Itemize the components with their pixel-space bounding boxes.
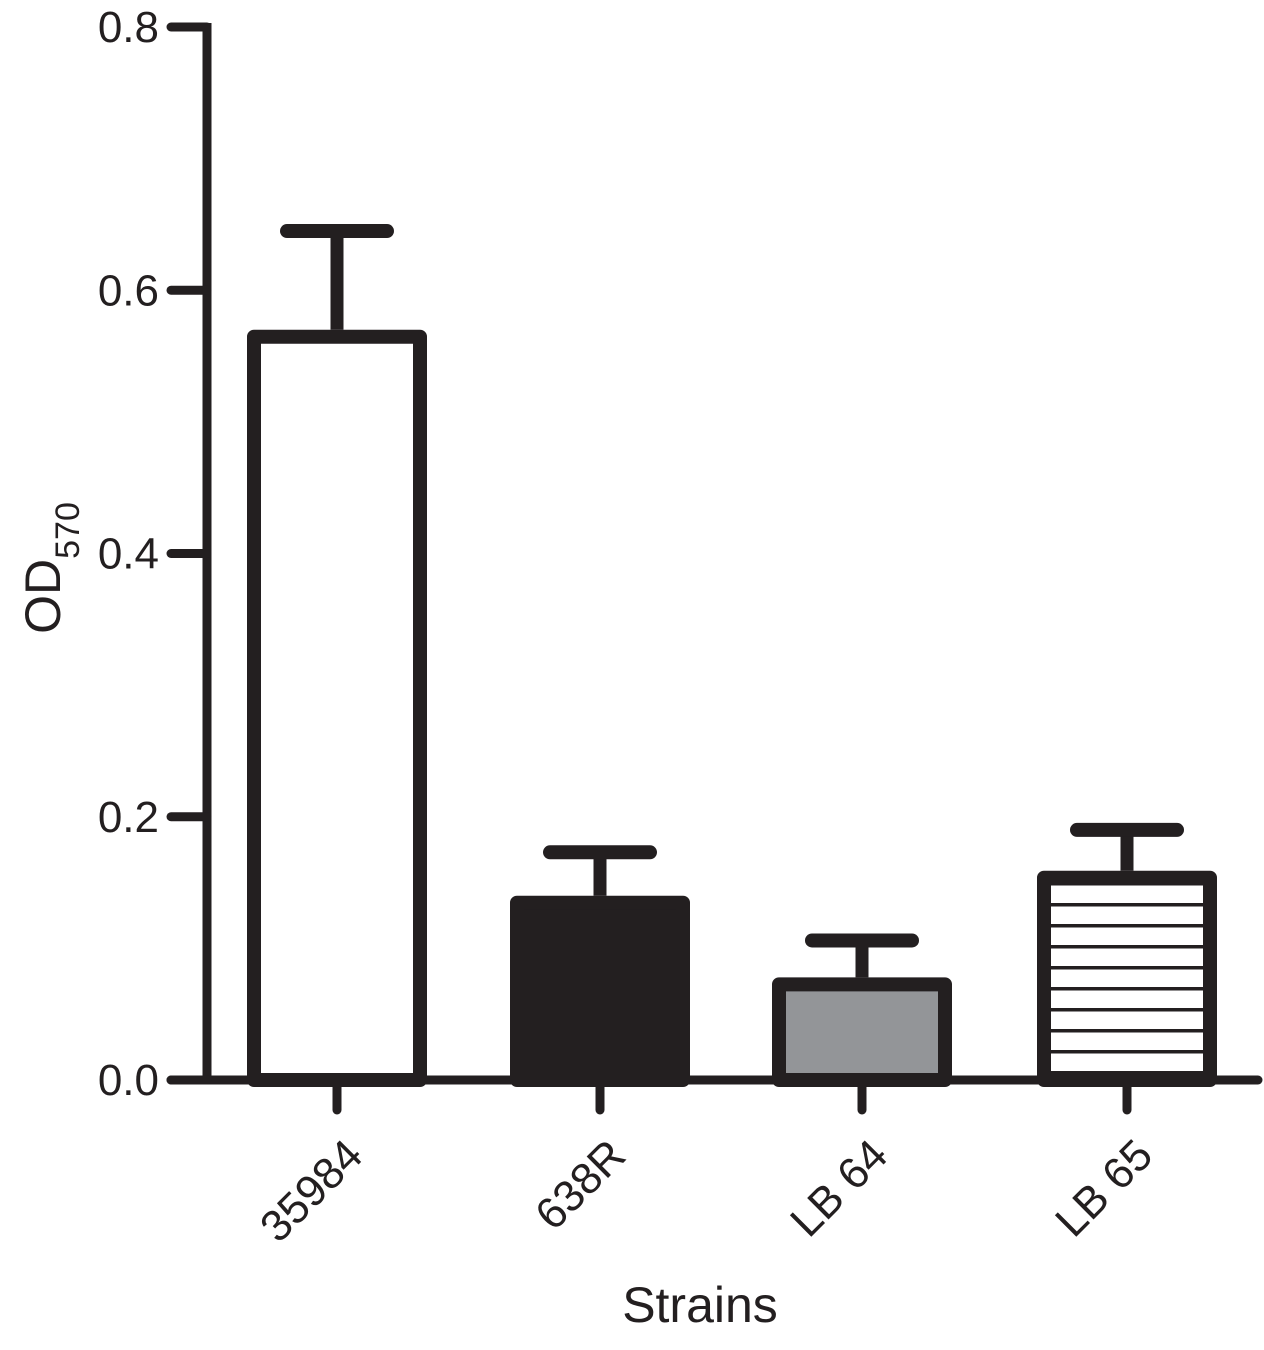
bar — [247, 329, 427, 1087]
y-axis-title-subscript: 570 — [49, 502, 87, 559]
y-axis-title-main: OD — [15, 559, 71, 634]
x-tick-label: LB 65 — [1046, 1130, 1162, 1246]
bar — [510, 895, 690, 1087]
bar — [1037, 870, 1217, 1087]
y-tick-label: 0.2 — [98, 793, 159, 842]
x-tick-label: LB 64 — [781, 1130, 897, 1246]
y-tick-label: 0.8 — [98, 3, 159, 52]
x-tick-label: 35984 — [251, 1130, 372, 1251]
x-tick-label: 638R — [526, 1130, 635, 1239]
bar — [772, 977, 952, 1088]
bars — [247, 329, 1217, 1088]
y-tick-label: 0.4 — [98, 530, 159, 579]
x-axis-title: Strains — [622, 1277, 778, 1333]
y-tick-label: 0.0 — [98, 1056, 159, 1105]
y-tick-label: 0.6 — [98, 266, 159, 315]
error-bars — [280, 224, 1184, 978]
y-axis-title: OD570 — [15, 502, 87, 634]
